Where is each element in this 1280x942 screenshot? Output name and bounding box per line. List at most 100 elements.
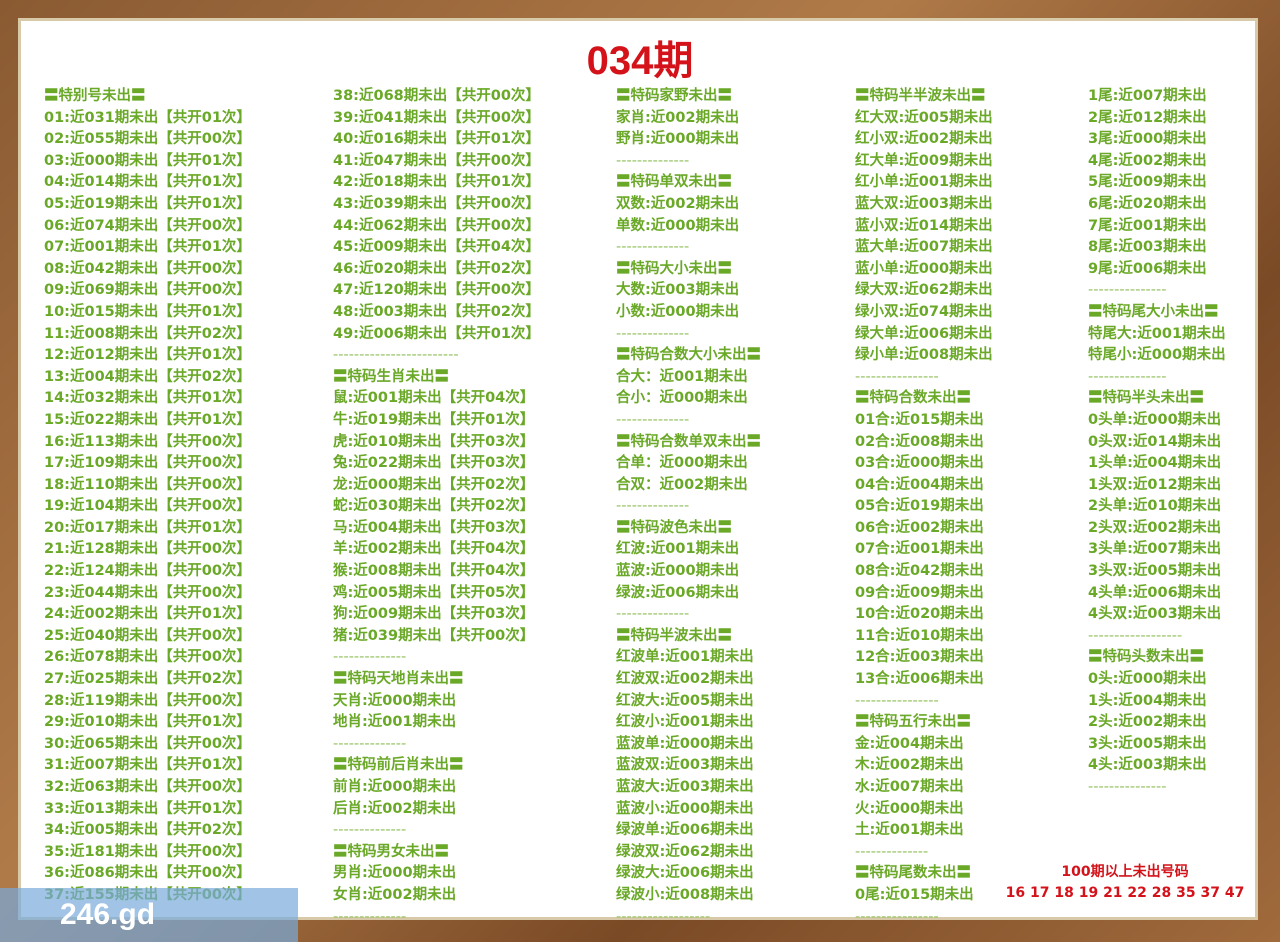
- entry: 绿波:近006期未出: [616, 584, 740, 601]
- entry: 土:近001期未出: [855, 822, 964, 839]
- entry: 2头双:近002期未出: [1088, 519, 1222, 536]
- entry: 〓特码五行未出〓: [855, 714, 971, 731]
- entry: 特尾大:近001期未出: [1088, 325, 1226, 342]
- entry: 3头:近005期未出: [1088, 735, 1207, 752]
- column: 〓特码家野未出〓 家肖:近002期未出 野肖:近000期未出 ------------…: [616, 86, 761, 928]
- separator: ----------------: [855, 908, 939, 925]
- entry: 24:近002期未出【共开01次】: [44, 606, 251, 623]
- entry: 牛:近019期未出【共开01次】: [333, 411, 535, 428]
- entry: 〓特码男女未出〓: [333, 843, 449, 860]
- entry: 〓特码合数未出〓: [855, 390, 971, 407]
- entry: 31:近007期未出【共开01次】: [44, 757, 251, 774]
- entry: 〓特码尾数未出〓: [855, 865, 971, 882]
- entry: 46:近020期未出【共开02次】: [333, 260, 540, 277]
- entry: 〓特码尾大小未出〓: [1088, 303, 1219, 320]
- entry: 03:近000期未出【共开01次】: [44, 152, 251, 169]
- entry: 合小：近000期未出: [616, 390, 748, 407]
- entry: 09合:近009期未出: [855, 584, 984, 601]
- entry: 家肖:近002期未出: [616, 109, 740, 126]
- entry: 0尾:近015期未出: [855, 886, 974, 903]
- entry: 11合:近010期未出: [855, 627, 984, 644]
- separator: --------------: [333, 649, 407, 666]
- entry: 29:近010期未出【共开01次】: [44, 714, 251, 731]
- entry: 蓝波小:近000期未出: [616, 800, 754, 817]
- entry: 特尾小:近000期未出: [1088, 347, 1226, 364]
- entry: 绿大单:近006期未出: [855, 325, 993, 342]
- entry: 0头双:近014期未出: [1088, 433, 1222, 450]
- entry: 13合:近006期未出: [855, 671, 984, 688]
- entry: 20:近017期未出【共开01次】: [44, 519, 251, 536]
- separator: --------------: [855, 843, 929, 860]
- separator: --------------: [616, 239, 690, 256]
- title: 034期: [586, 39, 694, 83]
- entry: 39:近041期未出【共开00次】: [333, 109, 540, 126]
- footer-label: 100期以上未出号码: [1061, 864, 1189, 880]
- entry: 30:近065期未出【共开00次】: [44, 735, 251, 752]
- entry: 〓特码头数未出〓: [1088, 649, 1204, 666]
- entry: 13:近004期未出【共开02次】: [44, 368, 251, 385]
- entry: 蓝大单:近007期未出: [855, 239, 993, 256]
- entry: 6尾:近020期未出: [1088, 195, 1207, 212]
- entry: 后肖:近002期未出: [333, 800, 457, 817]
- separator: ---------------: [1088, 282, 1167, 299]
- entry: 绿波大:近006期未出: [616, 865, 754, 882]
- entry: 38:近068期未出【共开00次】: [333, 88, 540, 104]
- entry: 44:近062期未出【共开00次】: [333, 217, 540, 234]
- paper: [18, 18, 1258, 920]
- entry: 8尾:近003期未出: [1088, 239, 1207, 256]
- entry: 地肖:近001期未出: [333, 714, 457, 731]
- footer-note: 100期以上未出号码 16 17 18 19 21 22 28 35 37 47: [995, 862, 1255, 904]
- entry: 小数:近000期未出: [616, 303, 740, 320]
- entry: 08:近042期未出【共开00次】: [44, 260, 251, 277]
- entry: 〓特码合数大小未出〓: [616, 347, 761, 364]
- entry: 绿波单:近006期未出: [616, 822, 754, 839]
- entry: 1头单:近004期未出: [1088, 455, 1222, 472]
- entry: 03合:近000期未出: [855, 455, 984, 472]
- entry: 红波单:近001期未出: [616, 649, 754, 666]
- entry: 23:近044期未出【共开00次】: [44, 584, 251, 601]
- separator: --------------: [333, 735, 407, 752]
- entry: 红大单:近009期未出: [855, 152, 993, 169]
- entry: 红小单:近001期未出: [855, 174, 993, 191]
- entry: 猪:近039期未出【共开00次】: [333, 627, 535, 644]
- separator: ----------------: [855, 692, 939, 709]
- entry: 4尾:近002期未出: [1088, 152, 1207, 169]
- entry: 绿小单:近008期未出: [855, 347, 993, 364]
- entry: 1头:近004期未出: [1088, 692, 1207, 709]
- entry: 18:近110期未出【共开00次】: [44, 476, 251, 493]
- entry: 0头:近000期未出: [1088, 671, 1207, 688]
- entry: 06:近074期未出【共开00次】: [44, 217, 251, 234]
- entry: 2头单:近010期未出: [1088, 498, 1222, 515]
- entry: 〓特码半半波未出〓: [855, 88, 986, 104]
- entry: 〓特码前后肖未出〓: [333, 757, 464, 774]
- entry: 2头:近002期未出: [1088, 714, 1207, 731]
- entry: 蓝大双:近003期未出: [855, 195, 993, 212]
- entry: 19:近104期未出【共开00次】: [44, 498, 251, 515]
- entry: 1头双:近012期未出: [1088, 476, 1222, 493]
- entry: 02:近055期未出【共开00次】: [44, 131, 251, 148]
- entry: 〓特码大小未出〓: [616, 260, 732, 277]
- separator: --------------: [616, 411, 690, 428]
- entry: 09:近069期未出【共开00次】: [44, 282, 251, 299]
- entry: 3头双:近005期未出: [1088, 563, 1222, 580]
- entry: 〓特码合数单双未出〓: [616, 433, 761, 450]
- entry: 36:近086期未出【共开00次】: [44, 865, 251, 882]
- entry: 蓝小双:近014期未出: [855, 217, 993, 234]
- entry: 45:近009期未出【共开04次】: [333, 239, 540, 256]
- entry: 01:近031期未出【共开01次】: [44, 109, 251, 126]
- separator: --------------: [616, 606, 690, 623]
- entry: 双数:近002期未出: [616, 195, 740, 212]
- entry: 4头双:近003期未出: [1088, 606, 1222, 623]
- entry: 32:近063期未出【共开00次】: [44, 779, 251, 795]
- entry: 21:近128期未出【共开00次】: [44, 541, 251, 558]
- entry: 〓特码家野未出〓: [616, 88, 732, 104]
- entry: 27:近025期未出【共开02次】: [44, 671, 251, 688]
- entry: 〓特码生肖未出〓: [333, 368, 449, 385]
- entry: 9尾:近006期未出: [1088, 260, 1207, 277]
- entry: 蓝小单:近000期未出: [855, 260, 993, 277]
- watermark: 246.gd: [0, 888, 298, 942]
- entry: 0头单:近000期未出: [1088, 411, 1222, 428]
- entry: 15:近022期未出【共开01次】: [44, 411, 251, 428]
- entry: 25:近040期未出【共开00次】: [44, 627, 251, 644]
- entry: 红波双:近002期未出: [616, 671, 754, 688]
